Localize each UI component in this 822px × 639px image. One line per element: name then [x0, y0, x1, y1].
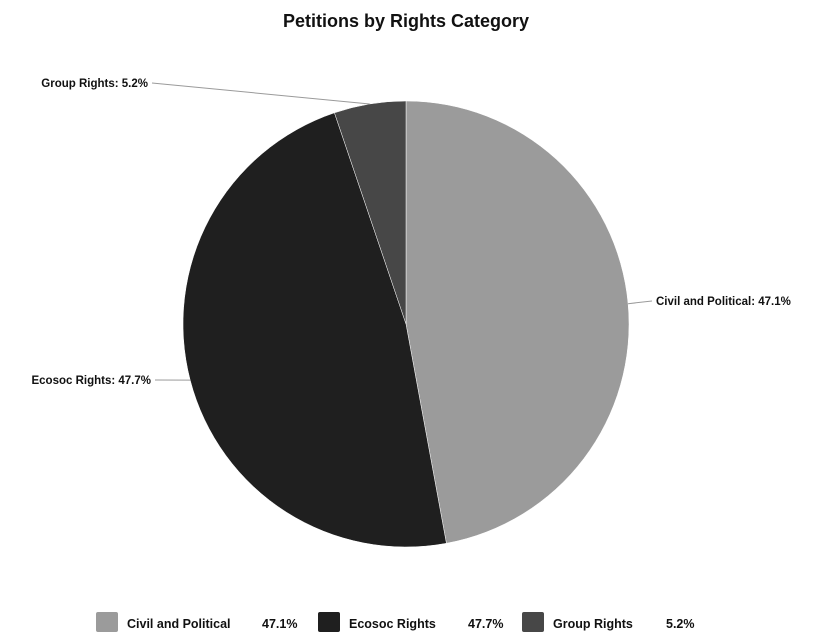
legend-item-ecosoc-rights: Ecosoc Rights 47.7% — [318, 612, 503, 632]
leader-line-civil-and-political — [628, 300, 653, 305]
legend-swatch-civil-and-political — [96, 612, 118, 632]
legend-swatch-group-rights — [522, 612, 544, 632]
pie-slice-ecosoc-rights — [182, 112, 447, 548]
legend-item-group-rights: Group Rights 5.2% — [522, 612, 695, 632]
legend: Civil and Political 47.1% Ecosoc Rights 47.… — [96, 612, 695, 632]
legend-label-civil-and-political: Civil and Political — [127, 617, 231, 631]
leader-line-group-rights — [151, 82, 370, 105]
legend-label-group-rights: Group Rights — [553, 617, 633, 631]
slice-leader-lines — [151, 82, 653, 381]
legend-label-ecosoc-rights: Ecosoc Rights — [349, 617, 436, 631]
legend-value-civil-and-political: 47.1% — [262, 617, 297, 631]
slice-label-ecosoc-rights: Ecosoc Rights: 47.7% — [31, 375, 151, 387]
slice-label-group-rights: Group Rights: 5.2% — [41, 78, 148, 90]
slice-label-civil-and-political: Civil and Political: 47.1% — [656, 296, 791, 308]
pie-slice-group-rights — [334, 100, 407, 325]
legend-item-civil-and-political: Civil and Political 47.1% — [96, 612, 297, 632]
legend-value-ecosoc-rights: 47.7% — [468, 617, 503, 631]
legend-swatch-ecosoc-rights — [318, 612, 340, 632]
chart-title: Petitions by Rights Category — [283, 11, 529, 31]
pie-slice-civil-and-political — [405, 100, 630, 544]
legend-value-group-rights: 5.2% — [666, 617, 695, 631]
slice-labels: Civil and Political: 47.1% Ecosoc Rights:… — [31, 78, 790, 387]
pie-slices — [182, 100, 630, 548]
